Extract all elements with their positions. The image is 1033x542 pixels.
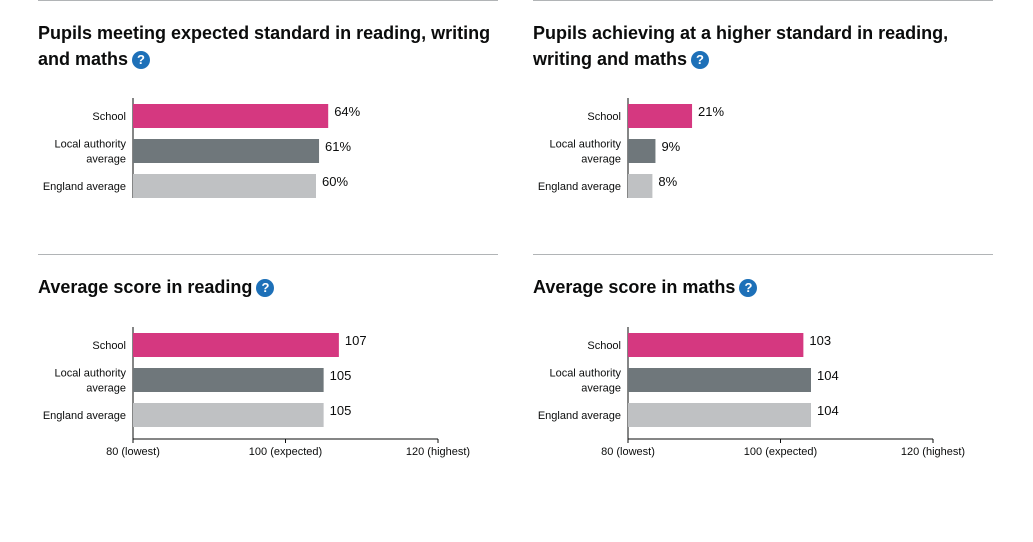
value-label: 64% [334,104,360,119]
x-tick-label: 100 (expected) [744,446,817,458]
category-label: Local authority [549,368,621,380]
category-label: average [581,154,621,166]
panel-title-text: Pupils achieving at a higher standard in… [533,23,949,69]
panel-title: Pupils meeting expected standard in read… [38,20,498,72]
x-tick-label: 120 (highest) [406,446,470,458]
question-circle-icon[interactable]: ? [132,51,151,69]
panel-divider [533,0,993,1]
category-label: England average [43,410,126,422]
bar [133,403,324,427]
x-tick-label: 80 (lowest) [601,446,655,458]
panel-title-text: Average score in maths [533,277,736,297]
value-label: 104 [817,403,839,418]
category-label: England average [538,181,621,193]
value-label: 107 [345,333,367,348]
panel-divider [38,254,498,255]
bar [133,368,324,392]
category-label: average [581,383,621,395]
bar [628,368,811,392]
bar [628,104,693,128]
panel-title: Pupils achieving at a higher standard in… [533,20,993,72]
value-label: 105 [330,403,352,418]
bar-chart: 103 School 104 Local authority average 104 Eng… [538,327,965,458]
bar-chart: 21% School 9% Local authority average 8% Engla… [538,98,725,198]
value-label: 60% [322,174,348,189]
value-label: 105 [330,368,352,383]
category-label: average [86,383,126,395]
x-tick-label: 80 (lowest) [106,446,160,458]
bar [133,139,320,163]
category-label: School [587,340,621,352]
question-circle-icon[interactable]: ? [739,279,758,297]
panel-title-text: Pupils meeting expected standard in read… [38,23,491,69]
category-label: Local authority [54,368,126,380]
panel-title: Average score in maths? [533,274,993,300]
bar [628,333,804,357]
panel-divider [38,0,498,1]
bar [628,174,653,198]
bar-chart: 64% School 61% Local authority average 60% Eng… [43,98,361,198]
bar [628,139,656,163]
panel-title: Average score in reading? [38,274,498,300]
question-circle-icon[interactable]: ? [691,51,710,69]
value-label: 104 [817,368,839,383]
category-label: England average [538,410,621,422]
bar [133,333,339,357]
bar-chart: 107 School 105 Local authority average 105 Eng… [43,327,470,458]
category-label: School [92,340,126,352]
category-label: School [92,111,126,123]
category-label: Local authority [54,139,126,151]
bar [133,104,329,128]
value-label: 61% [325,139,351,154]
panel-title-text: Average score in reading [38,277,253,297]
value-label: 9% [661,139,680,154]
value-label: 8% [658,174,677,189]
question-circle-icon[interactable]: ? [256,279,275,297]
value-label: 103 [809,333,831,348]
category-label: School [587,111,621,123]
bar [133,174,316,198]
bar [628,403,811,427]
category-label: average [86,154,126,166]
category-label: Local authority [549,139,621,151]
panel-divider [533,254,993,255]
category-label: England average [43,181,126,193]
x-tick-label: 120 (highest) [901,446,965,458]
x-tick-label: 100 (expected) [249,446,322,458]
value-label: 21% [698,104,724,119]
